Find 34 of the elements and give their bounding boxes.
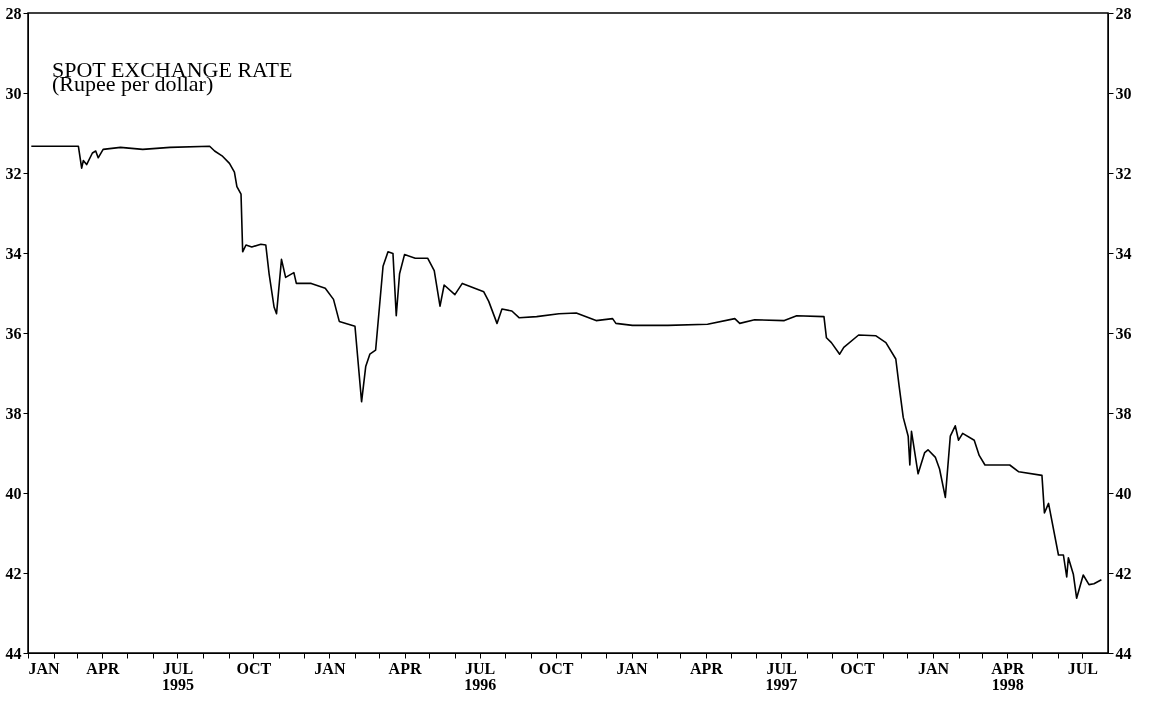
y2-tick-label: 38 [1115,404,1132,422]
line-series [30,145,1103,599]
x-tick-label: OCT [840,659,876,677]
x-tick-label: APR [388,659,422,677]
x-tick-label: OCT [236,659,272,677]
y-tick-label: 30 [5,84,22,102]
y-tick-label: 38 [5,404,22,422]
x-tick-label: JUL [1067,659,1099,677]
y2-tick-label: 36 [1115,324,1132,342]
x-tick-label: APR [86,659,120,677]
y2-tick-label: 40 [1115,484,1132,502]
x-tick-label: JUL 1995 [161,659,194,693]
y-tick-label: 34 [5,244,22,262]
y2-tick-label: 42 [1115,564,1132,582]
y2-tick-label: 30 [1115,84,1132,102]
y2-tick-label: 44 [1115,644,1132,662]
x-tick-label: JAN [616,659,649,677]
y-tick-label: 44 [5,644,22,662]
x-tick-label: APR 1998 [991,659,1025,693]
y-tick-label: 32 [5,164,22,182]
y-tick-label: 42 [5,564,22,582]
y2-tick-label: 28 [1115,4,1132,22]
y-tick-label: 40 [5,484,22,502]
x-tick-label: JAN [28,659,61,677]
x-tick-label: JAN [917,659,950,677]
y-tick-label: 36 [5,324,22,342]
x-tick-label: JAN [314,659,346,677]
y-tick-label: 28 [5,4,22,22]
x-tick-label: JUL 1996 [464,659,497,693]
y2-tick-label: 34 [1115,244,1132,262]
x-tick-label: APR [689,659,724,677]
x-tick-label: OCT [538,659,574,677]
x-tick-label: JUL 1997 [765,659,798,693]
y2-tick-label: 32 [1115,164,1132,182]
